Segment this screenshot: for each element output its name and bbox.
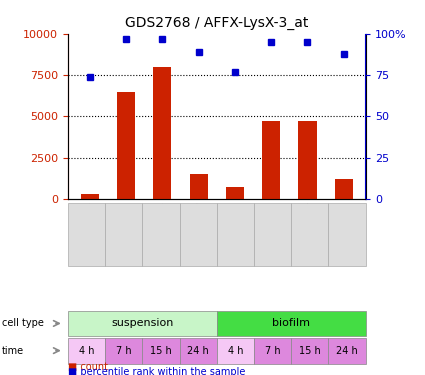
- Text: 4 h: 4 h: [79, 346, 94, 355]
- Text: suspension: suspension: [111, 318, 173, 328]
- Text: biofilm: biofilm: [272, 318, 310, 328]
- Bar: [117, 92, 135, 199]
- Text: 24 h: 24 h: [336, 346, 358, 355]
- Text: 7 h: 7 h: [116, 346, 132, 355]
- Title: GDS2768 / AFFX-LysX-3_at: GDS2768 / AFFX-LysX-3_at: [125, 16, 309, 30]
- Text: time: time: [2, 346, 24, 355]
- Bar: [262, 121, 280, 199]
- Bar: [226, 187, 244, 199]
- Text: 15 h: 15 h: [299, 346, 320, 355]
- Text: 15 h: 15 h: [150, 346, 172, 355]
- Bar: [334, 179, 353, 199]
- Bar: [153, 67, 171, 199]
- Bar: [298, 121, 317, 199]
- Text: 4 h: 4 h: [228, 346, 243, 355]
- Text: cell type: cell type: [2, 318, 44, 328]
- Bar: [81, 194, 99, 199]
- Text: ■ count: ■ count: [68, 362, 108, 372]
- Bar: [190, 174, 208, 199]
- Text: 24 h: 24 h: [187, 346, 209, 355]
- Text: ■ percentile rank within the sample: ■ percentile rank within the sample: [68, 368, 245, 375]
- Text: 7 h: 7 h: [265, 346, 280, 355]
